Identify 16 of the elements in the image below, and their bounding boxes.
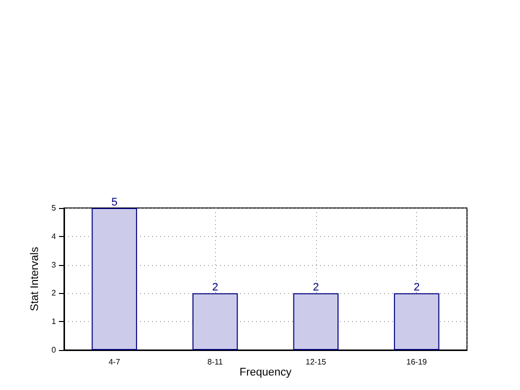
y-tick-label: 0 — [52, 346, 57, 354]
data-label: 2 — [212, 282, 218, 294]
y-tick-label: 1 — [52, 317, 57, 326]
y-tick-label: 2 — [52, 288, 57, 298]
x-tick-label: 12-15 — [306, 358, 327, 366]
data-label: 5 — [111, 196, 118, 208]
x-tick-label: 16-19 — [406, 358, 428, 366]
data-label: 2 — [312, 282, 319, 294]
y-tick-label: 3 — [52, 260, 57, 270]
x-axis-title: Frequency — [240, 366, 292, 378]
x-tick-label: 8-11 — [207, 358, 224, 366]
x-tick-label: 4-7 — [108, 358, 121, 366]
y-tick-label: 5 — [52, 204, 57, 212]
y-tick-label: 4 — [52, 232, 57, 241]
y-axis-title: Stat Intervals — [29, 246, 42, 312]
data-label: 2 — [414, 282, 420, 294]
